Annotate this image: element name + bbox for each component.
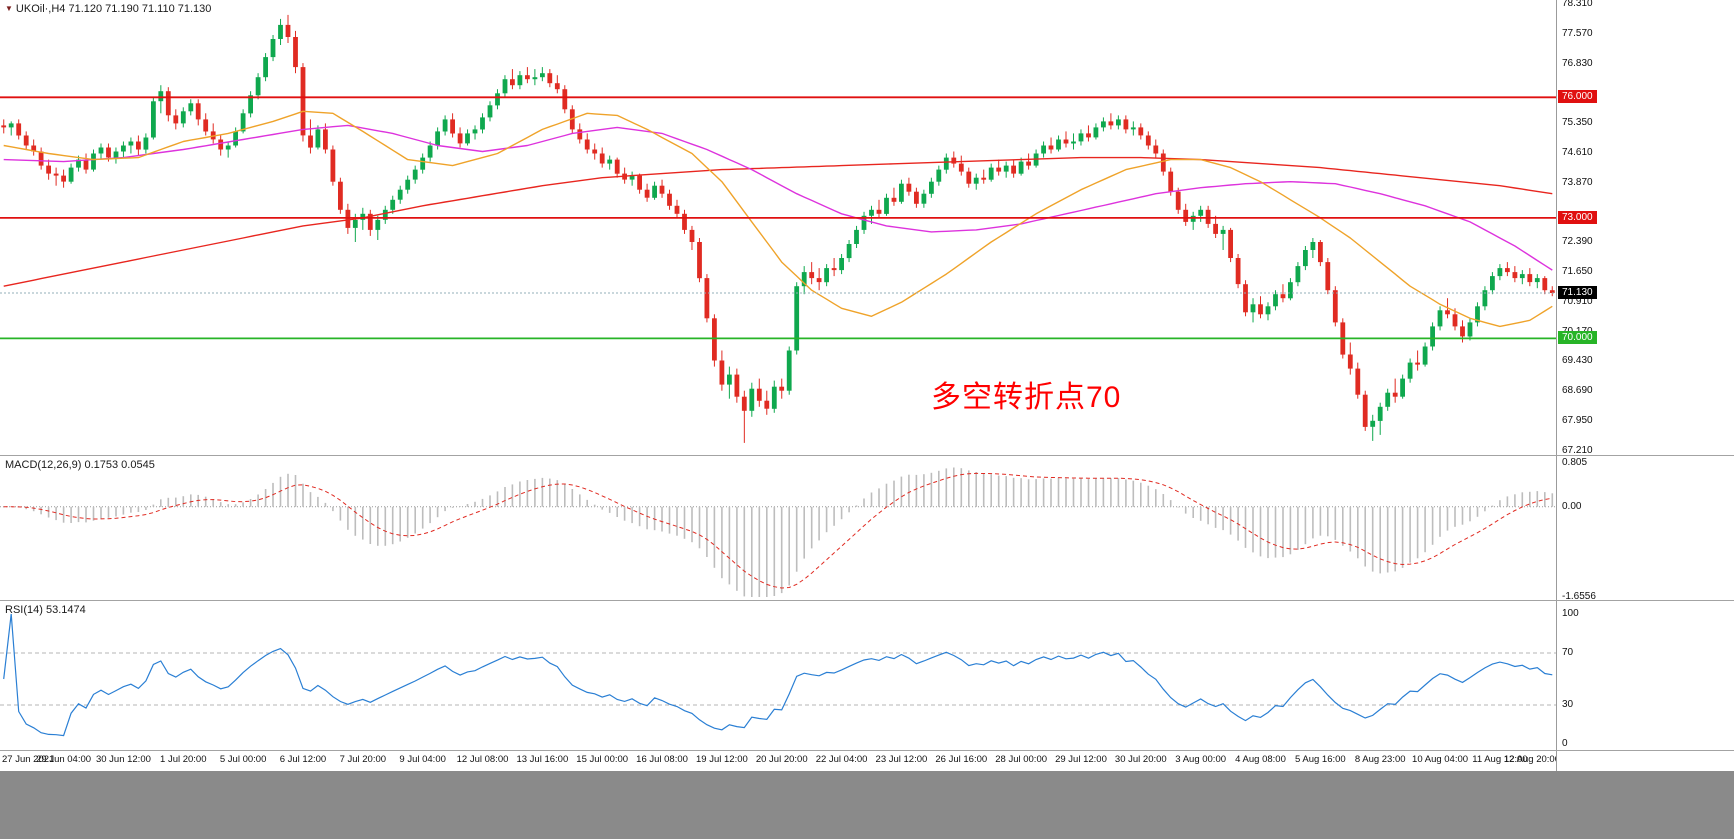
price-axis-tick: 75.350 [1562, 117, 1593, 129]
time-axis-label: 10 Aug 04:00 [1412, 754, 1469, 765]
window-footer [0, 771, 1734, 839]
price-axis-marker-70.000: 70.000 [1558, 331, 1597, 345]
time-axis-label: 28 Jul 00:00 [995, 754, 1048, 765]
time-axis-label: 11 Aug 12:00 [1472, 754, 1528, 765]
macd-axis-tick: -1.6556 [1562, 591, 1596, 602]
price-axis-tick: 68.690 [1562, 385, 1593, 397]
time-axis-label: 16 Jul 08:00 [636, 754, 688, 765]
ma-lines-layer [3, 110, 1553, 328]
rsi-line-layer [3, 613, 1553, 737]
macd-chart-canvas[interactable] [0, 456, 1556, 600]
time-axis: 27 Jun 2021 29 Jun 04:00 30 Jun 12:00 1 Jul… [0, 751, 1734, 771]
price-axis-marker-73.000: 73.000 [1558, 210, 1597, 224]
time-axis-label: 26 Jul 16:00 [935, 754, 988, 765]
time-axis-label: 8 Aug 23:00 [1354, 754, 1406, 765]
rsi-axis-tick: 0 [1562, 738, 1568, 749]
rsi-axis-tick: 100 [1562, 608, 1579, 619]
time-axis-label: 13 Jul 16:00 [516, 754, 569, 765]
slow-ma-line [3, 156, 1553, 287]
candles-layer [1, 14, 1555, 443]
time-axis-label: 29 Jul 12:00 [1055, 754, 1107, 765]
macd-signal-layer [3, 472, 1553, 589]
time-axis-label: 23 Jul 12:00 [875, 754, 928, 765]
price-axis-marker-76.000: 76.000 [1558, 90, 1597, 104]
macd-axis-tick: 0.805 [1562, 457, 1588, 468]
fast-ma-line [3, 110, 1553, 328]
time-axis-label: 7 Jul 20:00 [339, 754, 387, 765]
macd-header: MACD(12,26,9) 0.1753 0.0545 [5, 459, 155, 471]
price-axis: 78.310 77.570 76.830 75.350 74.610 73.870 72.3… [1556, 0, 1734, 771]
symbol-ohlc-text: UKOil·,H4 71.120 71.190 71.110 71.130 [15, 3, 212, 15]
macd-histogram-layer [2, 467, 1554, 597]
price-axis-tick: 67.950 [1562, 414, 1593, 426]
rsi-axis-tick: 70 [1562, 647, 1574, 658]
time-axis-label: 27 Jun 2021 [2, 754, 55, 765]
price-axis-tick: 71.650 [1562, 266, 1593, 278]
hlines-layer [0, 96, 1556, 340]
price-axis-tick: 70.910 [1562, 295, 1593, 307]
time-axis-label: 22 Jul 04:00 [815, 754, 868, 765]
time-axis-label: 19 Jul 12:00 [696, 754, 748, 765]
panel-separator[interactable] [0, 600, 1734, 601]
price-axis-marker-71.130: 71.130 [1558, 286, 1597, 300]
time-axis-label: 4 Aug 08:00 [1235, 754, 1286, 765]
price-axis-tick: 72.390 [1562, 236, 1593, 248]
price-axis-tick: 76.830 [1562, 57, 1593, 69]
time-axis-label: 9 Jul 04:00 [399, 754, 446, 765]
price-axis-tick: 77.570 [1562, 28, 1593, 40]
panel-separator[interactable] [0, 750, 1734, 751]
panel-separator[interactable] [0, 455, 1734, 456]
time-axis-label: 30 Jun 12:00 [95, 754, 151, 765]
price-axis-tick: 69.430 [1562, 355, 1593, 367]
time-axis-label: 12 Jul 08:00 [456, 754, 509, 765]
mid-ma-line [3, 124, 1553, 271]
symbol-header: ▼ UKOil·,H4 71.120 71.190 71.110 71.130 [5, 3, 211, 15]
price-axis-tick: 74.610 [1562, 147, 1593, 159]
time-axis-label: 29 Jun 04:00 [36, 754, 92, 765]
collapse-triangle-icon[interactable]: ▼ [5, 4, 13, 13]
rsi-chart-canvas[interactable] [0, 601, 1556, 751]
time-axis-label: 5 Aug 16:00 [1294, 754, 1346, 765]
rsi-header: RSI(14) 53.1474 [5, 604, 86, 616]
time-axis-label: 6 Jul 12:00 [279, 754, 327, 765]
price-axis-tick: 67.210 [1562, 444, 1593, 456]
price-axis-tick: 78.310 [1562, 0, 1593, 10]
time-axis-label: 15 Jul 00:00 [576, 754, 629, 765]
time-axis-label: 5 Jul 00:00 [219, 754, 267, 765]
time-axis-label: 12 Aug 20:00 [1504, 754, 1560, 765]
price-chart-canvas[interactable] [0, 0, 1556, 455]
time-axis-label: 30 Jul 20:00 [1114, 754, 1167, 765]
time-axis-label: 1 Jul 20:00 [160, 754, 207, 765]
chart-annotation: 多空转折点70 [931, 381, 1122, 414]
time-axis-label: 3 Aug 00:00 [1175, 754, 1227, 765]
price-axis-tick: 70.170 [1562, 326, 1593, 338]
macd-axis-tick: 0.00 [1562, 500, 1582, 512]
price-axis-tick: 73.870 [1562, 176, 1593, 188]
time-axis-label: 20 Jul 20:00 [755, 754, 808, 765]
rsi-axis-tick: 30 [1562, 699, 1574, 710]
